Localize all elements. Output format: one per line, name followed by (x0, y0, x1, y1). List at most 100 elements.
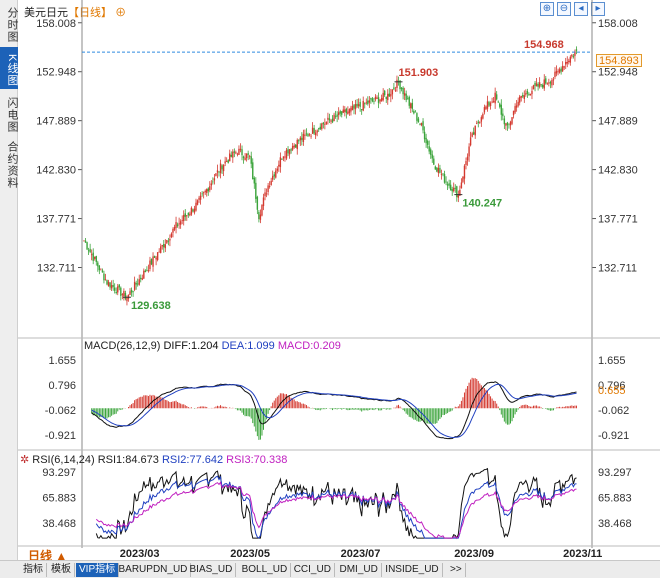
candle-body (273, 174, 275, 177)
candle-body (144, 270, 147, 273)
candle-body (198, 197, 200, 200)
candle-body (560, 68, 562, 72)
candle-body (218, 171, 220, 173)
candle-body (118, 284, 120, 288)
candle-body (417, 118, 420, 123)
candle-body (322, 122, 325, 125)
period-selector[interactable]: 日线 ▲ (28, 549, 68, 563)
indicator-tab-1[interactable]: 指标 (20, 563, 47, 577)
macd-tick-label-right: -0.062 (598, 405, 629, 417)
candle-body (371, 98, 374, 102)
candle-body (479, 121, 481, 123)
candle-body (115, 291, 117, 294)
candle-body (387, 93, 389, 101)
candle-body (453, 187, 455, 192)
indicator-tab-10[interactable]: >> (447, 563, 466, 577)
candle-body (270, 180, 272, 186)
candle-body (575, 49, 578, 51)
indicator-tab-4[interactable]: BARUPDN_UD (116, 563, 192, 577)
candle-body (359, 101, 361, 107)
candle-body (540, 84, 542, 86)
candle-body (486, 101, 489, 109)
candle-body (229, 153, 231, 162)
candle-body (319, 126, 321, 130)
candle-body (380, 98, 383, 102)
price-tick-label-left: 142.830 (36, 165, 76, 177)
price-tick-label-left: 158.008 (36, 18, 76, 30)
candle-body (213, 178, 216, 181)
indicator-tab-8[interactable]: DMI_UD (337, 563, 382, 577)
candle-body (362, 100, 364, 111)
candle-body (330, 120, 332, 122)
candle-body (100, 268, 102, 270)
indicator-tab-9[interactable]: INSIDE_UD (382, 563, 443, 577)
symbol-name: 美元日元 (24, 7, 68, 19)
candle-body (265, 193, 268, 195)
candle-body (308, 134, 311, 136)
price-tick-label-left: 147.889 (36, 116, 76, 128)
period-tag: 【日线】 (68, 7, 112, 19)
candle-body (90, 254, 93, 256)
candle-body (408, 96, 410, 106)
candle-body (92, 252, 94, 261)
rsi-tick-label-left: 93.297 (42, 467, 76, 479)
candle-body (296, 139, 298, 150)
candle-body (316, 130, 318, 133)
price-tick-label-right: 137.771 (598, 214, 638, 226)
tab-contract-info[interactable]: 合约资料 (6, 141, 18, 189)
macd-dea: DEA:1.099 (221, 340, 275, 352)
candle-body (433, 158, 435, 165)
candle-body (167, 240, 170, 242)
candle-body (147, 270, 150, 272)
candle-body (235, 152, 237, 154)
tab-time-chart[interactable]: 分时图 (6, 7, 18, 43)
candle-body (291, 146, 294, 150)
candle-body (345, 108, 348, 113)
candle-body (334, 115, 337, 117)
tab-tick-chart[interactable]: 闪电图 (6, 97, 18, 133)
candle-body (175, 222, 177, 228)
kline-chart[interactable]: 158.008 158.008 152.948 152.948 147.889 147.8… (18, 0, 660, 560)
candle-body (367, 100, 369, 105)
candle-body (166, 239, 168, 244)
candle-body (155, 257, 157, 260)
candle-body (391, 89, 394, 95)
candle-body (563, 66, 565, 68)
zoom-out-icon[interactable]: ⊖ (557, 2, 571, 16)
candle-body (525, 93, 527, 95)
indicator-tab-6[interactable]: BOLL_UD (239, 563, 292, 577)
candle-body (565, 62, 567, 65)
candle-body (311, 127, 314, 134)
candle-body (396, 79, 398, 89)
candle-body (336, 114, 338, 117)
indicator-tab-3[interactable]: VIP指标 (76, 563, 120, 577)
indicator-tab-5[interactable]: BIAS_UD (187, 563, 237, 577)
candle-body (394, 89, 397, 91)
zoom-in-icon[interactable]: ⊕ (540, 2, 554, 16)
left-sidebar: 分时图 K线图 闪电图 合约资料 (0, 0, 18, 560)
tab-k-line[interactable]: K线图 (0, 47, 18, 89)
candle-body (494, 92, 496, 104)
rsi1-line (95, 467, 577, 540)
candle-body (368, 100, 371, 103)
candle-body (552, 79, 555, 81)
macd-dea-line (91, 383, 577, 439)
candle-body (201, 193, 203, 195)
candle-body (400, 87, 403, 90)
candle-body (225, 161, 228, 163)
settings-icon[interactable]: ✲ (20, 454, 30, 466)
candle-body (169, 238, 171, 241)
candle-body (548, 82, 550, 84)
annotation-low-140: 140.247 (462, 198, 502, 210)
candle-body (140, 277, 142, 279)
plus-circle-icon[interactable]: ⊕ (115, 7, 127, 19)
macd-tick-label-left: 0.796 (48, 380, 76, 392)
candle-body (158, 251, 160, 253)
candle-body (499, 103, 501, 107)
candle-body (173, 226, 176, 230)
arrow-left-icon[interactable]: ◂ (574, 2, 588, 16)
candle-body (268, 186, 271, 187)
indicator-tab-2[interactable]: 模板 (48, 563, 75, 577)
candle-body (117, 286, 119, 293)
indicator-tab-7[interactable]: CCI_UD (291, 563, 335, 577)
